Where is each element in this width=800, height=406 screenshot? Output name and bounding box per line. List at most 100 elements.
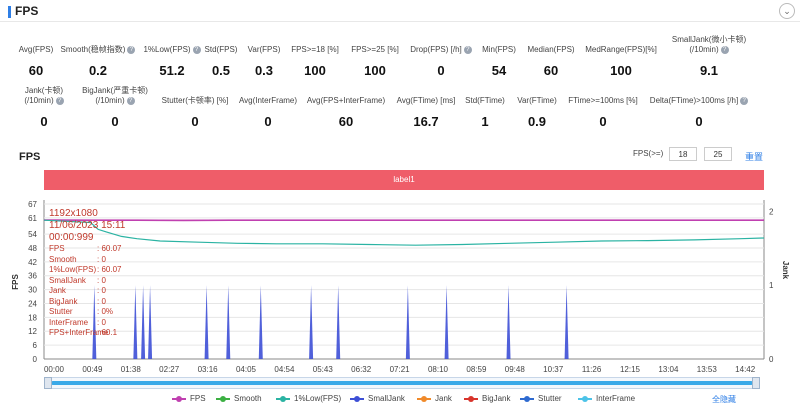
legend-item-interframe[interactable]: InterFrame <box>578 394 635 403</box>
legend-item-stutter[interactable]: Stutter <box>520 394 562 403</box>
legend-swatch-icon <box>172 395 186 402</box>
y-tick-label: 0 <box>33 355 38 364</box>
stat-value: 1 <box>481 114 489 129</box>
fps-threshold-2-input[interactable] <box>704 147 732 161</box>
y2-tick-label: 0 <box>769 355 774 364</box>
stat-value: 0 <box>111 114 119 129</box>
legend-label: SmallJank <box>368 394 405 403</box>
legend-swatch-icon <box>276 395 290 402</box>
x-tick-label: 06:32 <box>351 365 372 374</box>
legend-swatch-icon <box>216 395 230 402</box>
stat-value: 60 <box>338 114 354 129</box>
legend-item-bigjank[interactable]: BigJank <box>464 394 510 403</box>
legend-item-smooth[interactable]: Smooth <box>216 394 262 403</box>
collapse-chevron-icon[interactable]: ⌄ <box>779 3 795 19</box>
stat-value: 0.5 <box>211 63 231 78</box>
tooltip-row: FPS+InterFrame: 60.1 <box>49 328 125 339</box>
fps-threshold-1-input[interactable] <box>669 147 697 161</box>
tooltip-row: InterFrame: 0 <box>49 318 125 329</box>
legend-item-1-low-fps-[interactable]: 1%Low(FPS) <box>276 394 341 403</box>
help-icon[interactable]: ? <box>126 96 135 105</box>
chart-tooltip: 1192x1080 11/06/2023 15:11 00:00:999 FPS… <box>49 208 125 339</box>
help-icon[interactable]: ? <box>192 45 201 54</box>
smalljank-spike <box>258 285 263 359</box>
x-tick-label: 13:53 <box>697 365 718 374</box>
stat-stats_row2-2: Stutter(卡顿率) [%] 0 <box>145 96 245 129</box>
smalljank-spike <box>133 285 138 359</box>
tooltip-row: SmallJank : 0 <box>49 276 125 287</box>
help-icon[interactable]: ? <box>463 45 472 54</box>
stat-value: 0 <box>599 114 607 129</box>
y-tick-label: 54 <box>28 230 37 239</box>
y2-tick-label: 2 <box>769 207 774 216</box>
reset-button[interactable]: 重置 <box>745 152 764 162</box>
stat-stats_row2-9: Delta(FTime)>100ms [/h]? 0 <box>649 96 749 129</box>
stat-label: 1%Low(FPS)? <box>122 45 222 55</box>
x-tick-label: 08:59 <box>466 365 487 374</box>
stat-stats_row2-4: Avg(FPS+InterFrame) 60 <box>296 96 396 129</box>
help-icon[interactable]: ? <box>740 96 749 105</box>
stat-value: 0 <box>40 114 48 129</box>
legend-label: 1%Low(FPS) <box>294 394 342 403</box>
label-band[interactable]: label1 <box>44 170 764 190</box>
stat-stats_row2-6: Std(FTime) 1 <box>435 96 535 129</box>
stat-label: Delta(FTime)>100ms [/h]? <box>649 96 749 106</box>
stat-value: 100 <box>364 63 386 78</box>
x-tick-label: 12:15 <box>620 365 641 374</box>
stat-stats_row1-7: Drop(FPS) [/h]? 0 <box>391 45 491 78</box>
scrollbar-left-handle[interactable] <box>44 377 52 389</box>
tooltip-value: : 0 <box>97 275 106 285</box>
tooltip-row: FPS: 60.07 <box>49 244 125 255</box>
stat-stats_row1-0: Avg(FPS) 60 <box>0 45 86 78</box>
tooltip-value: : 0 <box>97 254 106 264</box>
x-tick-label: 00:49 <box>82 365 103 374</box>
stat-value: 51.2 <box>159 63 185 78</box>
legend-swatch-icon <box>350 395 364 402</box>
smalljank-spike <box>564 285 569 359</box>
tooltip-row: Stutter: 0% <box>49 307 125 318</box>
stat-value: 0 <box>264 114 272 129</box>
tooltip-key: Smooth <box>49 254 77 264</box>
tooltip-key: InterFrame <box>49 317 89 327</box>
smalljank-spike <box>309 285 314 359</box>
legend-item-smalljank[interactable]: SmallJank <box>350 394 405 403</box>
tooltip-row: BigJank: 0 <box>49 297 125 308</box>
help-icon[interactable]: ? <box>55 96 64 105</box>
stat-label: Median(FPS) <box>527 45 575 54</box>
x-tick-label: 01:38 <box>121 365 142 374</box>
stat-stats_row1-3: Std(FPS) 0.5 <box>171 45 271 78</box>
x-tick-label: 04:05 <box>236 365 257 374</box>
stat-label: Drop(FPS) [/h]? <box>391 45 491 55</box>
tooltip-value: : 60.1 <box>97 328 118 337</box>
tooltip-resolution: 1192x1080 <box>49 208 98 219</box>
fps-threshold-label: FPS(>=) <box>633 149 664 158</box>
x-tick-label: 11:26 <box>582 365 602 374</box>
stat-value: 0 <box>437 63 445 78</box>
stat-label: Var(FTime) <box>517 96 557 105</box>
chart-gridlines <box>43 200 765 360</box>
help-icon[interactable]: ? <box>720 45 729 54</box>
stat-stats_row2-3: Avg(InterFrame) 0 <box>218 96 318 129</box>
legend-item-fps[interactable]: FPS <box>172 394 206 403</box>
stat-stats_row2-7: Var(FTime) 0.9 <box>487 96 587 129</box>
scrollbar-range[interactable] <box>51 381 753 385</box>
series-line-1-low-fps- <box>43 219 765 246</box>
legend-item-jank[interactable]: Jank <box>417 394 452 403</box>
help-icon[interactable]: ? <box>127 45 136 54</box>
tooltip-value: : 60.07 <box>97 244 122 253</box>
tooltip-key: SmallJank <box>49 275 86 285</box>
legend-label: FPS <box>190 394 206 403</box>
x-tick-label: 04:54 <box>274 365 295 374</box>
x-tick-label: 08:10 <box>428 365 449 374</box>
legend-swatch-icon <box>417 395 431 402</box>
stat-stats_row1-5: FPS>=18 [%] 100 <box>265 45 365 78</box>
scrollbar-right-handle[interactable] <box>752 377 760 389</box>
x-tick-label: 05:43 <box>313 365 334 374</box>
tooltip-value: : 0% <box>97 307 114 316</box>
timeline-scrollbar[interactable] <box>44 377 760 389</box>
hide-all-button[interactable]: 全隐藏 <box>712 395 736 404</box>
chart-series <box>43 219 765 359</box>
stat-label: BigJank(严重卡顿) <box>82 86 148 95</box>
tooltip-key: 1%Low(FPS) <box>49 265 97 274</box>
